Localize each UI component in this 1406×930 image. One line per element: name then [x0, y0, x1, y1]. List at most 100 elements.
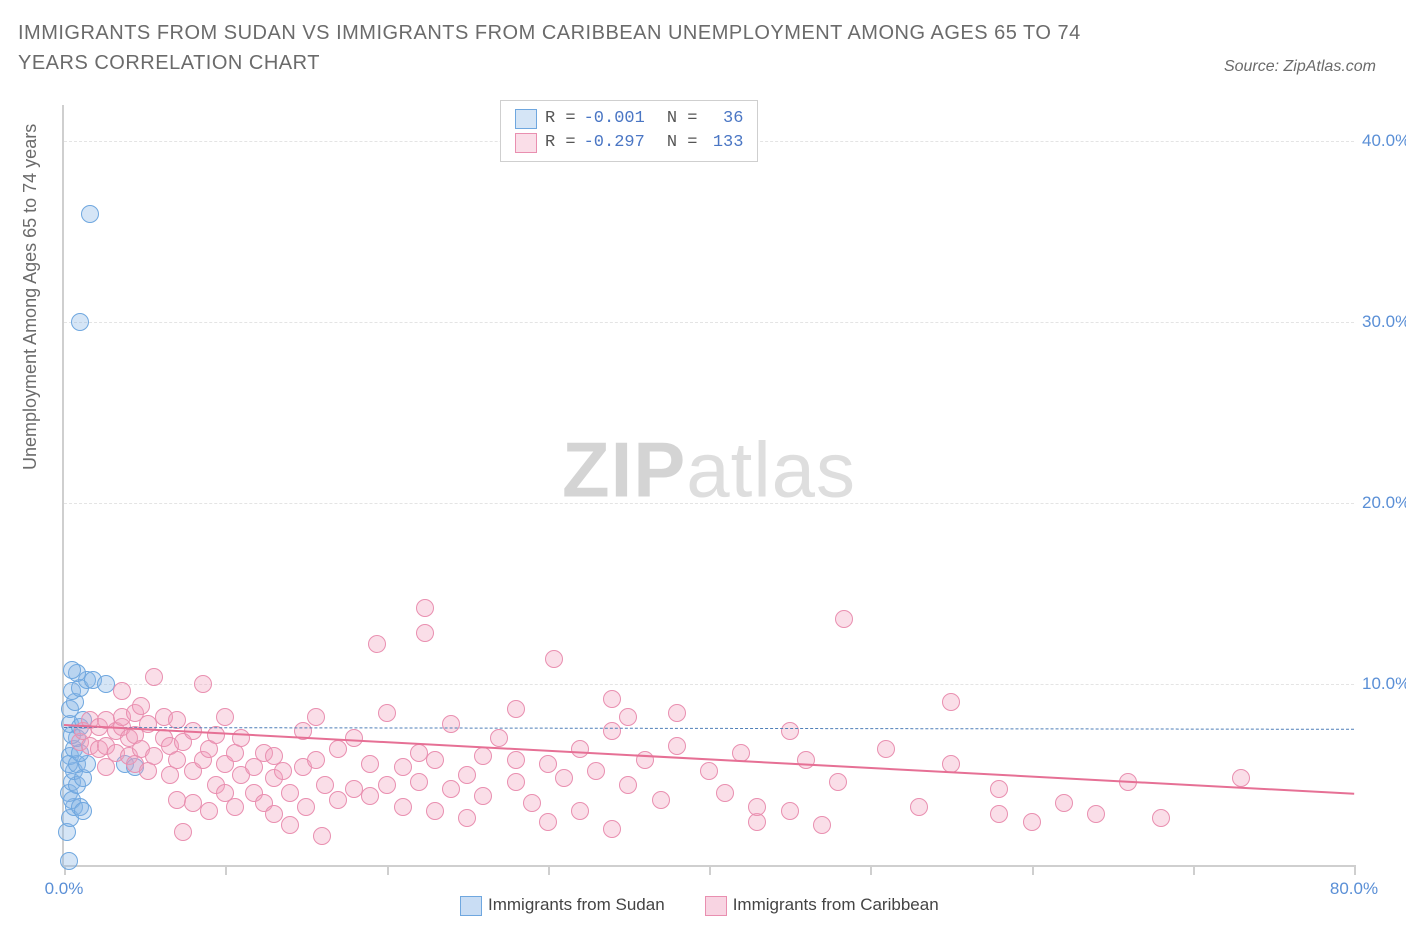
x-tick [548, 865, 550, 875]
data-point [507, 773, 525, 791]
data-point [297, 798, 315, 816]
data-point [168, 751, 186, 769]
data-point [458, 766, 476, 784]
data-point [281, 816, 299, 834]
x-tick [387, 865, 389, 875]
data-point [442, 715, 460, 733]
legend-n-label: N = [667, 131, 698, 155]
x-tick [1032, 865, 1034, 875]
data-point [113, 682, 131, 700]
x-tick [225, 865, 227, 875]
legend-item: Immigrants from Caribbean [705, 895, 939, 914]
data-point [474, 787, 492, 805]
data-point [74, 802, 92, 820]
data-point [1055, 794, 1073, 812]
data-point [829, 773, 847, 791]
gridline [64, 322, 1354, 323]
data-point [990, 805, 1008, 823]
data-point [507, 751, 525, 769]
legend-row: R =-0.297N =133 [515, 131, 743, 155]
data-point [571, 802, 589, 820]
data-point [619, 776, 637, 794]
x-tick [870, 865, 872, 875]
source-label: Source: ZipAtlas.com [1224, 58, 1376, 76]
x-tick-label: 80.0% [1330, 879, 1378, 899]
data-point [507, 700, 525, 718]
legend-r-value: -0.297 [584, 131, 645, 155]
y-tick-label: 10.0% [1362, 674, 1406, 694]
data-point [316, 776, 334, 794]
data-point [394, 758, 412, 776]
scatter-plot-area: ZIPatlas 10.0%20.0%30.0%40.0%0.0%80.0% [62, 105, 1354, 867]
data-point [942, 693, 960, 711]
data-point [797, 751, 815, 769]
data-point [587, 762, 605, 780]
data-point [700, 762, 718, 780]
data-point [168, 791, 186, 809]
legend-swatch [515, 109, 537, 129]
data-point [200, 802, 218, 820]
data-point [194, 675, 212, 693]
data-point [1232, 769, 1250, 787]
legend-r-value: -0.001 [584, 107, 645, 131]
data-point [603, 690, 621, 708]
data-point [71, 313, 89, 331]
data-point [63, 661, 81, 679]
x-tick-label: 0.0% [45, 879, 84, 899]
data-point [329, 791, 347, 809]
watermark: ZIPatlas [562, 424, 856, 515]
trend-line [64, 727, 1354, 730]
data-point [545, 650, 563, 668]
data-point [603, 820, 621, 838]
data-point [539, 813, 557, 831]
data-point [523, 794, 541, 812]
data-point [1023, 813, 1041, 831]
legend-n-label: N = [667, 107, 698, 131]
legend-label: Immigrants from Caribbean [733, 895, 939, 914]
data-point [281, 784, 299, 802]
data-point [361, 787, 379, 805]
data-point [1152, 809, 1170, 827]
data-point [329, 740, 347, 758]
gridline [64, 503, 1354, 504]
data-point [539, 755, 557, 773]
data-point [378, 704, 396, 722]
data-point [145, 668, 163, 686]
data-point [442, 780, 460, 798]
data-point [174, 823, 192, 841]
data-point [307, 751, 325, 769]
data-point [226, 798, 244, 816]
data-point [274, 762, 292, 780]
data-point [603, 722, 621, 740]
data-point [668, 704, 686, 722]
data-point [216, 708, 234, 726]
data-point [265, 805, 283, 823]
data-point [668, 737, 686, 755]
x-tick [1354, 865, 1356, 875]
legend-n-value: 36 [705, 107, 743, 131]
data-point [990, 780, 1008, 798]
data-point [555, 769, 573, 787]
legend-item: Immigrants from Sudan [460, 895, 665, 914]
legend-swatch [515, 133, 537, 153]
data-point [313, 827, 331, 845]
series-legend: Immigrants from Sudan Immigrants from Car… [460, 895, 979, 916]
watermark-bold: ZIP [562, 425, 686, 513]
legend-swatch [705, 896, 727, 916]
x-tick [709, 865, 711, 875]
data-point [426, 802, 444, 820]
data-point [426, 751, 444, 769]
data-point [416, 599, 434, 617]
data-point [378, 776, 396, 794]
data-point [410, 773, 428, 791]
data-point [307, 708, 325, 726]
data-point [361, 755, 379, 773]
legend-r-label: R = [545, 107, 576, 131]
data-point [60, 852, 78, 870]
data-point [207, 726, 225, 744]
data-point [232, 729, 250, 747]
data-point [716, 784, 734, 802]
data-point [81, 205, 99, 223]
data-point [813, 816, 831, 834]
y-axis-label: Unemployment Among Ages 65 to 74 years [20, 124, 41, 470]
